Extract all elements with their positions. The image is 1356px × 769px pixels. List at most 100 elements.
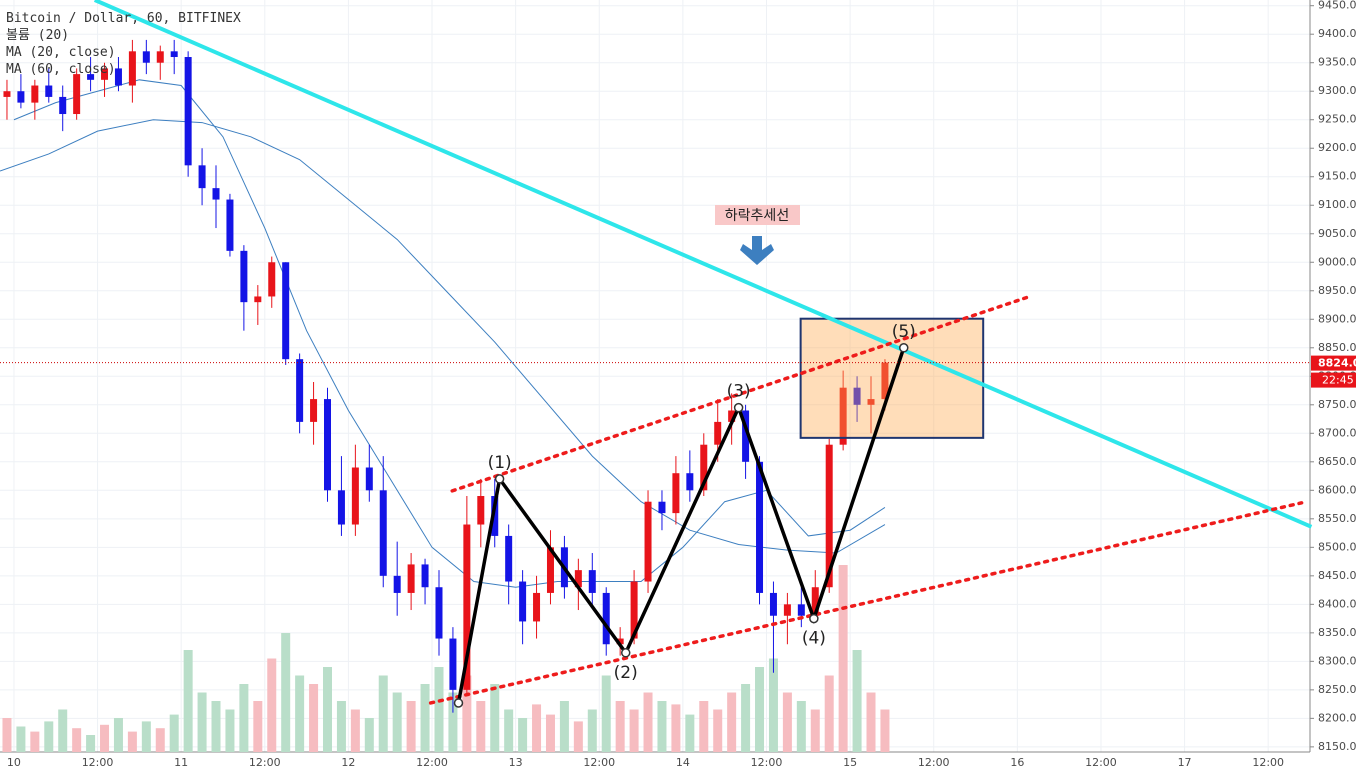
candle-body: [811, 587, 819, 616]
volume-bar: [16, 726, 26, 752]
y-tick-label: 9050.0: [1318, 227, 1356, 240]
candle-body: [296, 359, 304, 422]
y-tick-label: 9400.0: [1318, 27, 1356, 40]
annotation-bg: [715, 205, 800, 225]
candle-body: [644, 501, 652, 582]
volume-bar: [796, 701, 806, 752]
candle-body: [3, 91, 11, 97]
y-tick-label: 8750.0: [1318, 398, 1356, 411]
candle-body: [477, 496, 485, 525]
candle-body: [839, 387, 847, 445]
candle-body: [491, 496, 499, 536]
candle-body: [393, 575, 401, 593]
wave-label: (1): [488, 453, 512, 473]
x-tick-label: 12:00: [1252, 756, 1284, 769]
x-tick-label: 12:00: [416, 756, 448, 769]
volume-bar: [504, 709, 514, 752]
x-tick-label: 12:00: [583, 756, 615, 769]
y-tick-label: 8900.0: [1318, 312, 1356, 325]
candle-body: [324, 399, 331, 491]
ma-line: [0, 119, 886, 554]
trend-line: [93, 0, 1313, 529]
y-tick-label: 8350.0: [1318, 626, 1356, 639]
y-tick-label: 9450.0: [1318, 0, 1356, 12]
candle-body: [156, 51, 164, 63]
volume-bar: [685, 714, 695, 752]
channel-line: [450, 295, 1029, 493]
volume-bar: [448, 692, 458, 752]
candle-body: [881, 362, 889, 400]
volume-bar: [350, 709, 360, 752]
volume-bar: [197, 692, 207, 752]
candle-body: [686, 473, 694, 491]
volume-bar: [713, 709, 723, 752]
x-tick-label: 12:00: [751, 756, 783, 769]
y-tick-label: 8200.0: [1318, 711, 1356, 724]
wave-point: [494, 474, 505, 484]
volume-bar: [239, 684, 249, 752]
volume-bar: [587, 709, 597, 752]
candle-body: [240, 250, 248, 303]
y-tick-label: 9300.0: [1318, 84, 1356, 97]
candle-body: [337, 490, 345, 525]
candle-body: [574, 570, 582, 588]
wave-line: [456, 347, 906, 704]
volume-bar: [253, 701, 263, 752]
y-tick-label: 9000.0: [1318, 255, 1356, 268]
volume-bar: [671, 704, 681, 752]
x-tick-label: 14: [676, 756, 690, 769]
volume-legend: 볼륨 (20): [6, 28, 70, 43]
volume-bar: [852, 650, 862, 752]
candle-body: [310, 399, 318, 422]
candle-body: [351, 467, 359, 525]
y-tick-label: 9100.0: [1318, 198, 1356, 211]
candle-body: [742, 410, 750, 462]
volume-bar: [824, 675, 834, 752]
volume-bar: [810, 709, 820, 752]
candle-body: [658, 501, 666, 514]
x-tick-label: 13: [509, 756, 523, 769]
ma60-legend: MA (60, close): [6, 62, 116, 77]
volume-bar: [476, 701, 486, 752]
candle-body: [421, 564, 429, 588]
wave-point: [899, 343, 909, 353]
candle-body: [533, 592, 541, 622]
wave-label: (3): [727, 382, 751, 402]
volume-bar: [378, 675, 388, 752]
x-tick-label: 10: [7, 756, 21, 769]
candle-body: [867, 399, 875, 405]
x-tick-label: 16: [1010, 756, 1024, 769]
volume-bar: [420, 684, 430, 752]
x-tick-label: 12:00: [918, 756, 950, 769]
volume-bar: [211, 701, 221, 752]
x-tick-label: 12:00: [82, 756, 114, 769]
volume-bar: [336, 701, 346, 752]
wave-label: (2): [614, 663, 638, 683]
candle-body: [435, 587, 443, 639]
volume-bar: [155, 728, 165, 752]
candle-body: [268, 262, 276, 297]
candle-body: [87, 74, 95, 80]
candle-body: [449, 638, 457, 690]
candle-body: [128, 51, 136, 86]
candle-body: [365, 467, 373, 491]
candle-body: [114, 68, 122, 86]
candle-body: [630, 581, 638, 639]
volume-bar: [629, 709, 639, 752]
x-tick-label: 15: [843, 756, 857, 769]
volume-bar: [545, 714, 555, 752]
candle-body: [254, 296, 262, 303]
candle-body: [170, 51, 178, 58]
candle-body: [546, 547, 554, 593]
x-tick-label: 12: [341, 756, 355, 769]
candle-body: [59, 96, 67, 115]
volume-bar: [323, 667, 332, 752]
volume-bar: [462, 675, 472, 752]
y-tick-label: 9350.0: [1318, 56, 1356, 69]
candle-body: [17, 91, 25, 103]
volume-bar: [601, 675, 611, 752]
x-tick-label: 12:00: [1085, 756, 1117, 769]
candle-body: [407, 564, 415, 593]
volume-bar: [657, 701, 667, 752]
